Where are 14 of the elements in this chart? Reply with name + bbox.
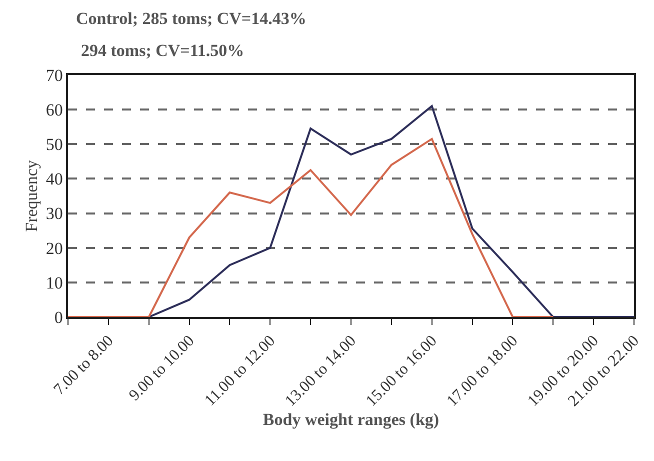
y-tick-label: 60 <box>46 100 63 120</box>
x-axis-title: Body weight ranges (kg) <box>262 410 440 429</box>
y-tick-label: 40 <box>46 170 63 189</box>
y-tick-label: 30 <box>46 204 63 224</box>
y-tick-label: 70 <box>46 66 63 85</box>
line-series <box>68 138 554 317</box>
x-tick-label: 7.00 to 8.00 <box>50 332 117 398</box>
y-axis-title: Frequency <box>22 160 41 232</box>
y-tick-label: 50 <box>46 135 63 154</box>
y-tick-label: 0 <box>54 308 63 327</box>
y-tick-label: 20 <box>46 238 63 258</box>
text: Control; 285 toms; CV=14.43% <box>76 9 306 28</box>
text: 294 toms; CV=11.50% <box>81 41 244 60</box>
y-tick-label: 10 <box>46 273 63 292</box>
